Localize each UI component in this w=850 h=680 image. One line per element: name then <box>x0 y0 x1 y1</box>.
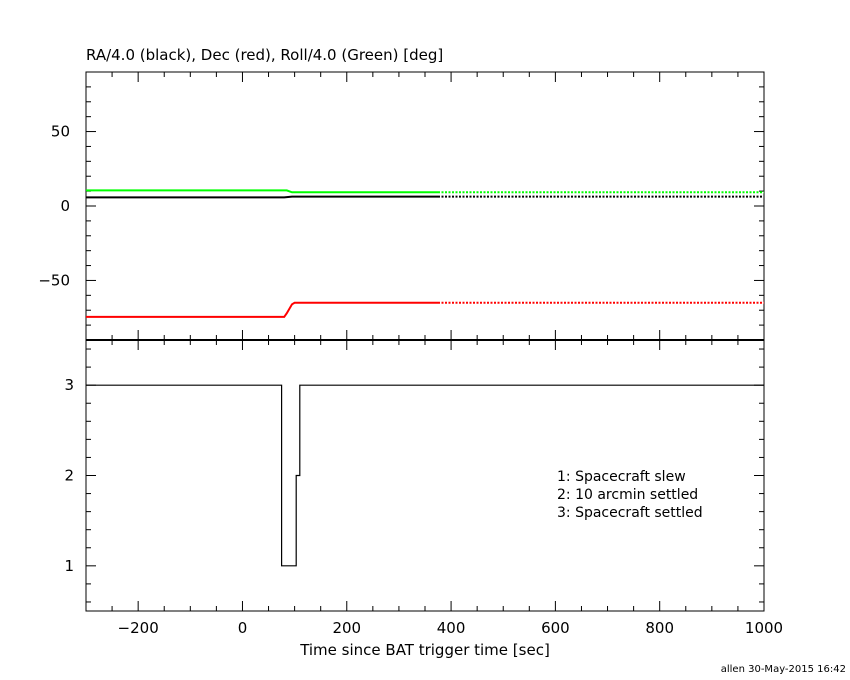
top-y-tick-label: 50 <box>51 123 70 141</box>
bottom-panel-series <box>86 339 764 567</box>
top-panel-ticks: 50 0 −50 <box>38 72 765 340</box>
series-2-solid-line <box>86 189 438 194</box>
x-tick-label: 0 <box>238 619 248 637</box>
top-panel-frame <box>85 71 765 341</box>
bottom-y-tick-label: 3 <box>64 376 74 394</box>
top-panel-series <box>86 189 764 318</box>
x-tick-label: 800 <box>645 619 674 637</box>
series-1-solid-line <box>86 301 438 318</box>
top-y-tick-label: 0 <box>60 197 70 215</box>
legend-entry-3: 3: Spacecraft settled <box>557 505 703 521</box>
bottom-y-tick-label: 1 <box>64 557 74 575</box>
legend-entry-2: 2: 10 arcmin settled <box>557 487 698 503</box>
top-panel-title: RA/4.0 (black), Dec (red), Roll/4.0 (Gre… <box>86 46 443 64</box>
x-tick-label: 600 <box>541 619 570 637</box>
legend: 1: Spacecraft slew 2: 10 arcmin settled … <box>557 469 703 521</box>
settle-status-line <box>86 384 764 567</box>
x-tick-label: 400 <box>437 619 466 637</box>
bottom-y-tick-label: 2 <box>64 467 74 485</box>
x-tick-label: 200 <box>332 619 361 637</box>
x-axis-label: Time since BAT trigger time [sec] <box>299 641 550 659</box>
top-y-tick-label: −50 <box>38 271 70 289</box>
series-0-solid-line <box>86 195 438 199</box>
legend-entry-1: 1: Spacecraft slew <box>557 469 686 485</box>
x-tick-label: 1000 <box>745 619 783 637</box>
bottom-panel-ticks: −200 0 200 400 600 800 1000 1 2 3 <box>64 340 783 637</box>
x-tick-label: −200 <box>118 619 159 637</box>
credit-text: allen 30-May-2015 16:42 <box>721 664 846 675</box>
